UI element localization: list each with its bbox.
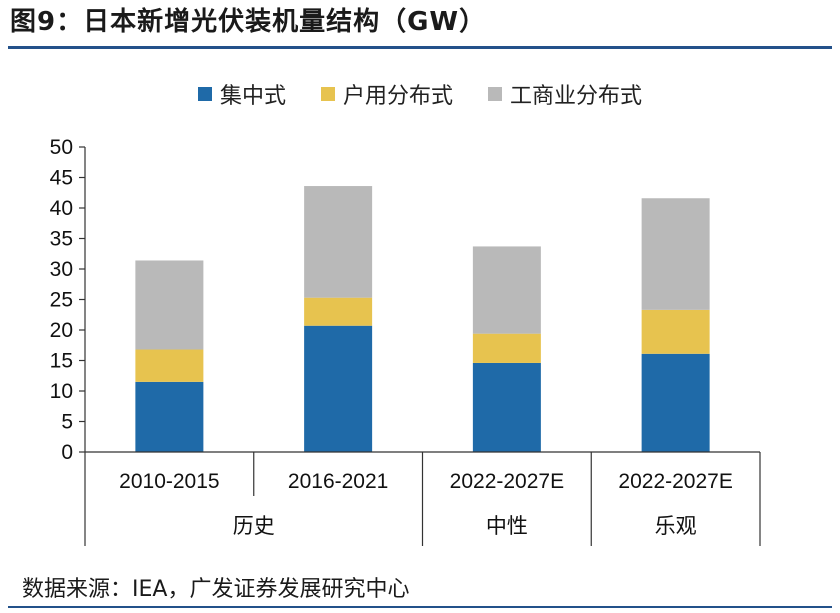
x-group-label: 历史	[233, 515, 275, 538]
bar-2-series-3	[304, 186, 373, 298]
x-category-label: 2022-2027E	[618, 470, 732, 493]
legend-swatch-utility	[197, 87, 212, 101]
bar-1-series-2	[135, 349, 204, 382]
y-tick-label: 30	[50, 258, 73, 281]
y-tick-label: 20	[50, 319, 73, 342]
bar-3-series-2	[472, 333, 541, 363]
bar-3-series-3	[472, 246, 541, 334]
y-tick-label: 5	[61, 411, 73, 434]
legend-label-residential: 户用分布式	[342, 84, 453, 109]
legend-item-utility: 集中式	[197, 78, 286, 110]
source-note: 数据来源：IEA，广发证券发展研究中心	[22, 577, 410, 602]
y-tick-label: 35	[50, 228, 73, 251]
x-group-label: 乐观	[655, 515, 697, 538]
y-tick-label: 50	[50, 136, 73, 159]
x-category-label: 2016-2021	[288, 470, 388, 493]
legend-swatch-residential	[320, 87, 335, 101]
x-group-label: 中性	[486, 515, 528, 538]
y-tick-label: 40	[50, 197, 73, 220]
legend-item-commercial: 工商业分布式	[488, 78, 642, 110]
chart-title: 图9：日本新增光伏装机量结构（GW）	[10, 7, 487, 37]
legend-item-residential: 户用分布式	[320, 78, 453, 110]
bar-1-series-1	[135, 381, 204, 452]
bar-4-series-2	[641, 309, 710, 354]
legend-swatch-commercial	[488, 87, 502, 101]
x-category-label: 2010-2015	[119, 470, 219, 493]
y-tick-label: 0	[61, 441, 73, 464]
stacked-bar-chart: 0 5 10 15 20 25 30 35 40 45 50 2010-2015 2016-2021 20…	[50, 136, 761, 546]
bar-1-series-3	[135, 260, 204, 350]
legend: 集中式 户用分布式 工商业分布式	[0, 78, 840, 110]
bottom-rule	[8, 606, 832, 608]
legend-label-commercial: 工商业分布式	[510, 84, 643, 109]
bar-2-series-1	[304, 325, 373, 452]
y-tick-label: 45	[50, 167, 73, 190]
bar-4-series-3	[641, 198, 710, 310]
y-tick-label: 25	[50, 289, 73, 312]
bar-4-series-1	[641, 353, 710, 452]
y-tick-label: 10	[50, 380, 73, 403]
legend-label-utility: 集中式	[219, 84, 286, 109]
bar-2-series-2	[304, 297, 373, 326]
x-category-label: 2022-2027E	[450, 470, 564, 493]
bar-3-series-1	[472, 362, 541, 452]
title-rule	[8, 46, 832, 49]
y-tick-label: 15	[50, 350, 73, 373]
